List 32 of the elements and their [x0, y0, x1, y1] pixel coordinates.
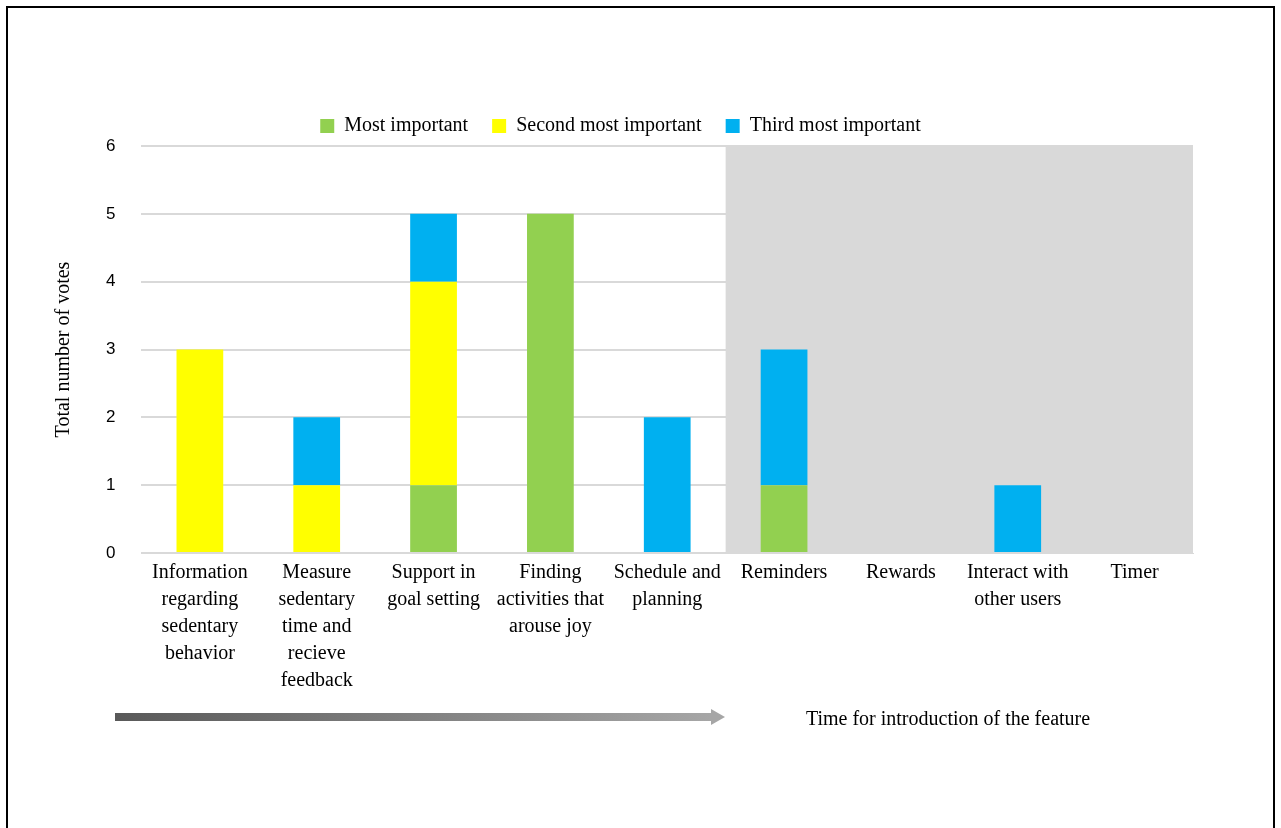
bar — [760, 485, 808, 552]
x-tick-label: Information regarding sedentary behavior — [152, 559, 248, 663]
x-tick-label: Measure sedentary time and recieve feedback — [278, 559, 356, 690]
bar — [410, 213, 457, 282]
bar — [410, 281, 457, 486]
x-tick-label: Reminders — [740, 559, 828, 582]
y-tick-label: 0 — [105, 542, 116, 562]
y-tick-label: 3 — [105, 339, 116, 359]
y-axis-title: Total number of votes — [51, 261, 74, 438]
x-tick-label: Finding activities that arouse joy — [496, 559, 605, 637]
bar — [176, 349, 224, 552]
y-tick-label: 4 — [105, 271, 116, 291]
bar — [527, 213, 574, 552]
x-tick-label: Support in goal setting — [387, 559, 480, 610]
y-tick-label: 2 — [105, 407, 116, 427]
text: Time for introduction of the feature — [805, 707, 1091, 730]
bar — [293, 417, 341, 486]
legend-label: Third most important — [749, 113, 922, 137]
legend-label: Second most important — [516, 113, 703, 137]
x-tick-label: Interact with other users — [966, 559, 1069, 609]
x-tick-label: Rewards — [865, 559, 937, 582]
legend-label: Most important — [344, 113, 469, 137]
bar — [293, 485, 341, 552]
x-tick-label: Timer — [1110, 559, 1159, 582]
bar — [410, 485, 457, 552]
bar — [994, 485, 1042, 552]
y-tick-label: 6 — [105, 135, 116, 155]
x-tick-label: Schedule and planning — [613, 559, 721, 610]
y-tick-label: 1 — [105, 474, 116, 494]
bar — [643, 417, 691, 552]
bar — [760, 349, 808, 486]
y-tick-label: 5 — [105, 203, 116, 223]
